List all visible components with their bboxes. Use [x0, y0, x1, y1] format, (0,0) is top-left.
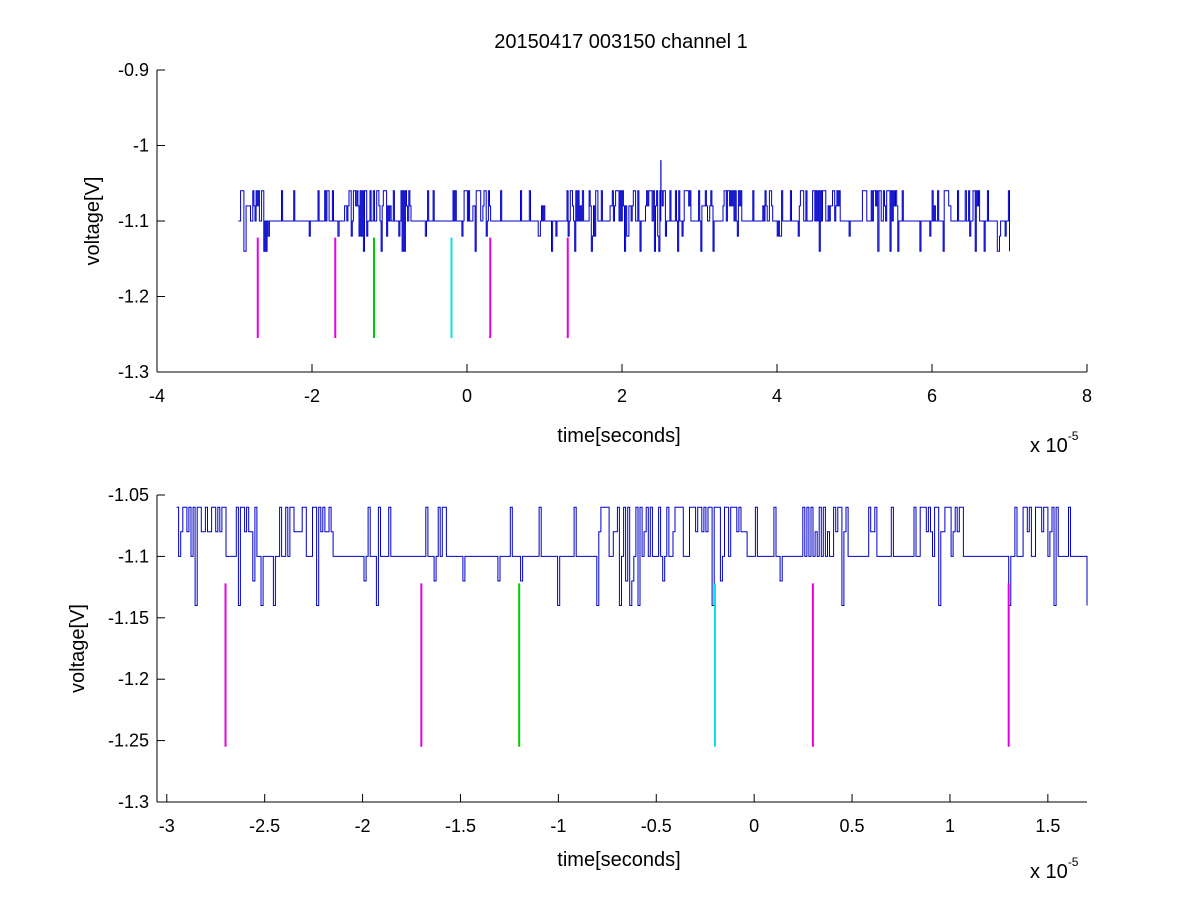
top-plot-xtick-label-5: 6 [927, 386, 937, 406]
top-plot-ylabel: voltage[V] [82, 177, 104, 266]
top-plot-xtick-label-0: -4 [149, 386, 165, 406]
bottom-plot-x-multiplier: x 10-5 [1030, 855, 1079, 883]
top-plot-xtick-label-6: 8 [1082, 386, 1092, 406]
top-plot-xtick-label-4: 4 [772, 386, 782, 406]
figure-title: 20150417 003150 channel 1 [494, 31, 748, 53]
top-plot-ytick-label-0: -1.3 [118, 362, 149, 382]
bottom-plot-ylabel: voltage[V] [67, 604, 89, 693]
top-plot: -4 -2 0 2 4 6 8 -1.3 -1.2 -1.1 -1 -0.9 time[seconds… [82, 60, 1092, 457]
bottom-plot-ytick-label-5: -1.05 [108, 485, 149, 505]
bottom-plot-xtick-label-7: 0.5 [840, 816, 865, 836]
bottom-plot-xtick-label-3: -1.5 [445, 816, 476, 836]
top-plot-axes: -4 -2 0 2 4 6 8 -1.3 -1.2 -1.1 -1 -0.9 [118, 60, 1092, 406]
top-plot-marker-layer [256, 237, 569, 339]
top-plot-x-multiplier-exponent: -5 [1068, 429, 1079, 443]
bottom-plot-ytick-label-1: -1.25 [108, 731, 149, 751]
bottom-plot-ytick-label-4: -1.1 [118, 546, 149, 566]
top-plot-trace-series-0 [238, 160, 1010, 252]
bottom-plot-x-multiplier-exponent: -5 [1068, 855, 1079, 869]
bottom-plot-xtick-label-4: -1 [550, 816, 566, 836]
bottom-plot-xtick-label-9: 1.5 [1035, 816, 1060, 836]
bottom-plot-x-multiplier-base: x 10 [1030, 861, 1068, 883]
top-plot-ytick-label-3: -1 [133, 136, 149, 156]
top-plot-trace-layer [238, 160, 1010, 252]
bottom-plot-trace-layer [176, 506, 1088, 606]
bottom-plot-ytick-label-3: -1.15 [108, 608, 149, 628]
top-plot-xtick-label-1: -2 [304, 386, 320, 406]
bottom-plot-xlabel: time[seconds] [557, 849, 680, 871]
top-plot-xtick-label-2: 0 [462, 386, 472, 406]
bottom-plot-xtick-label-1: -2.5 [249, 816, 280, 836]
bottom-plot-xtick-label-8: 1 [945, 816, 955, 836]
bottom-plot: -3 -2.5 -2 -1.5 -1 -0.5 0 0.5 1 1.5 -1.3 -1.25 -1.2 -… [67, 485, 1088, 883]
bottom-plot-marker-layer [224, 583, 1010, 747]
top-plot-ytick-label-4: -0.9 [118, 60, 149, 80]
bottom-plot-ytick-label-0: -1.3 [118, 792, 149, 812]
top-plot-ytick-label-1: -1.2 [118, 287, 149, 307]
bottom-plot-axes: -3 -2.5 -2 -1.5 -1 -0.5 0 0.5 1 1.5 -1.3 -1.25 -1.2 -… [108, 485, 1087, 836]
top-plot-x-multiplier: x 10-5 [1030, 429, 1079, 457]
bottom-plot-xtick-label-2: -2 [355, 816, 371, 836]
top-plot-x-multiplier-base: x 10 [1030, 435, 1068, 457]
bottom-plot-ytick-label-2: -1.2 [118, 669, 149, 689]
top-plot-xtick-label-3: 2 [617, 386, 627, 406]
bottom-plot-xtick-label-5: -0.5 [641, 816, 672, 836]
bottom-plot-trace-series-0 [176, 506, 1088, 606]
bottom-plot-xtick-label-0: -3 [159, 816, 175, 836]
bottom-plot-xtick-label-6: 0 [749, 816, 759, 836]
top-plot-ytick-label-2: -1.1 [118, 211, 149, 231]
top-plot-xlabel: time[seconds] [557, 425, 680, 447]
